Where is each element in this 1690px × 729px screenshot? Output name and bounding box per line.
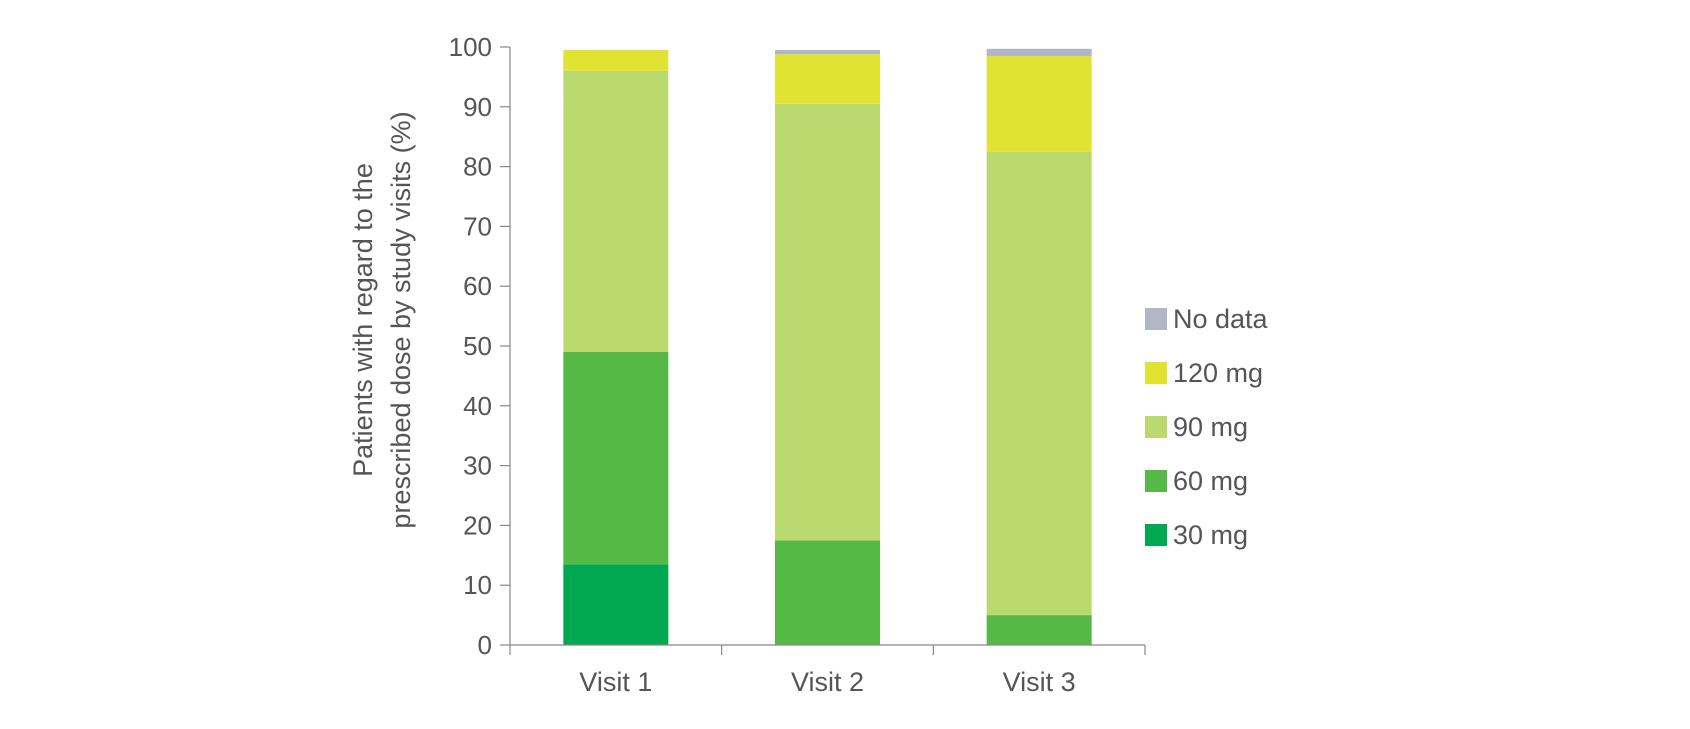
legend-swatch-30-mg bbox=[1145, 524, 1167, 546]
bar-segment-90-mg-visit-1 bbox=[563, 70, 669, 352]
x-category-label: Visit 3 bbox=[1003, 667, 1076, 697]
y-tick-label: 10 bbox=[463, 570, 492, 600]
bar-segment-60-mg-visit-3 bbox=[986, 615, 1092, 645]
y-tick-label: 80 bbox=[463, 152, 492, 182]
legend: No data 120 mg 90 mg 60 mg 30 mg bbox=[1145, 304, 1269, 550]
y-tick-label: 20 bbox=[463, 510, 492, 540]
x-category-label: Visit 1 bbox=[579, 667, 652, 697]
x-category-label: Visit 2 bbox=[791, 667, 864, 697]
y-tick-label: 30 bbox=[463, 451, 492, 481]
bar-segment-30-mg-visit-1 bbox=[563, 564, 669, 645]
bar-segment-60-mg-visit-1 bbox=[563, 351, 669, 565]
y-axis-label-line-1: Patients with regard to the bbox=[348, 163, 378, 477]
bar-segment-no-data-visit-2 bbox=[775, 49, 880, 55]
x-axis: Visit 1 Visit 2 Visit 3 bbox=[509, 644, 1146, 697]
legend-swatch-120-mg bbox=[1145, 362, 1167, 384]
y-tick-label: 70 bbox=[463, 211, 492, 241]
legend-label: No data bbox=[1173, 304, 1269, 334]
y-tick-label: 40 bbox=[463, 391, 492, 421]
y-tick-label: 100 bbox=[449, 32, 492, 62]
y-tick-label: 0 bbox=[478, 630, 492, 660]
legend-label: 90 mg bbox=[1173, 412, 1248, 442]
y-axis-label-line-2: prescribed dose by study visits (%) bbox=[386, 111, 416, 528]
y-axis: 0 10 20 30 40 50 60 70 80 90 100 bbox=[449, 32, 511, 660]
bar-segment-60-mg-visit-2 bbox=[775, 540, 880, 645]
y-tick-label: 60 bbox=[463, 271, 492, 301]
y-tick-label: 90 bbox=[463, 92, 492, 122]
bars bbox=[563, 48, 1092, 645]
legend-label: 120 mg bbox=[1173, 358, 1263, 388]
bar-segment-120-mg-visit-1 bbox=[563, 49, 669, 71]
bar-segment-90-mg-visit-2 bbox=[775, 103, 880, 541]
legend-label: 60 mg bbox=[1173, 466, 1248, 496]
bar-segment-no-data-visit-3 bbox=[986, 48, 1092, 56]
legend-swatch-no-data bbox=[1145, 308, 1167, 330]
legend-swatch-60-mg bbox=[1145, 470, 1167, 492]
y-axis-label: Patients with regard to the prescribed d… bbox=[348, 111, 416, 528]
bar-segment-90-mg-visit-3 bbox=[986, 151, 1092, 616]
legend-label: 30 mg bbox=[1173, 520, 1248, 550]
y-tick-label: 50 bbox=[463, 331, 492, 361]
legend-swatch-90-mg bbox=[1145, 416, 1167, 438]
bar-segment-120-mg-visit-3 bbox=[986, 55, 1092, 152]
bar-segment-120-mg-visit-2 bbox=[775, 54, 880, 104]
